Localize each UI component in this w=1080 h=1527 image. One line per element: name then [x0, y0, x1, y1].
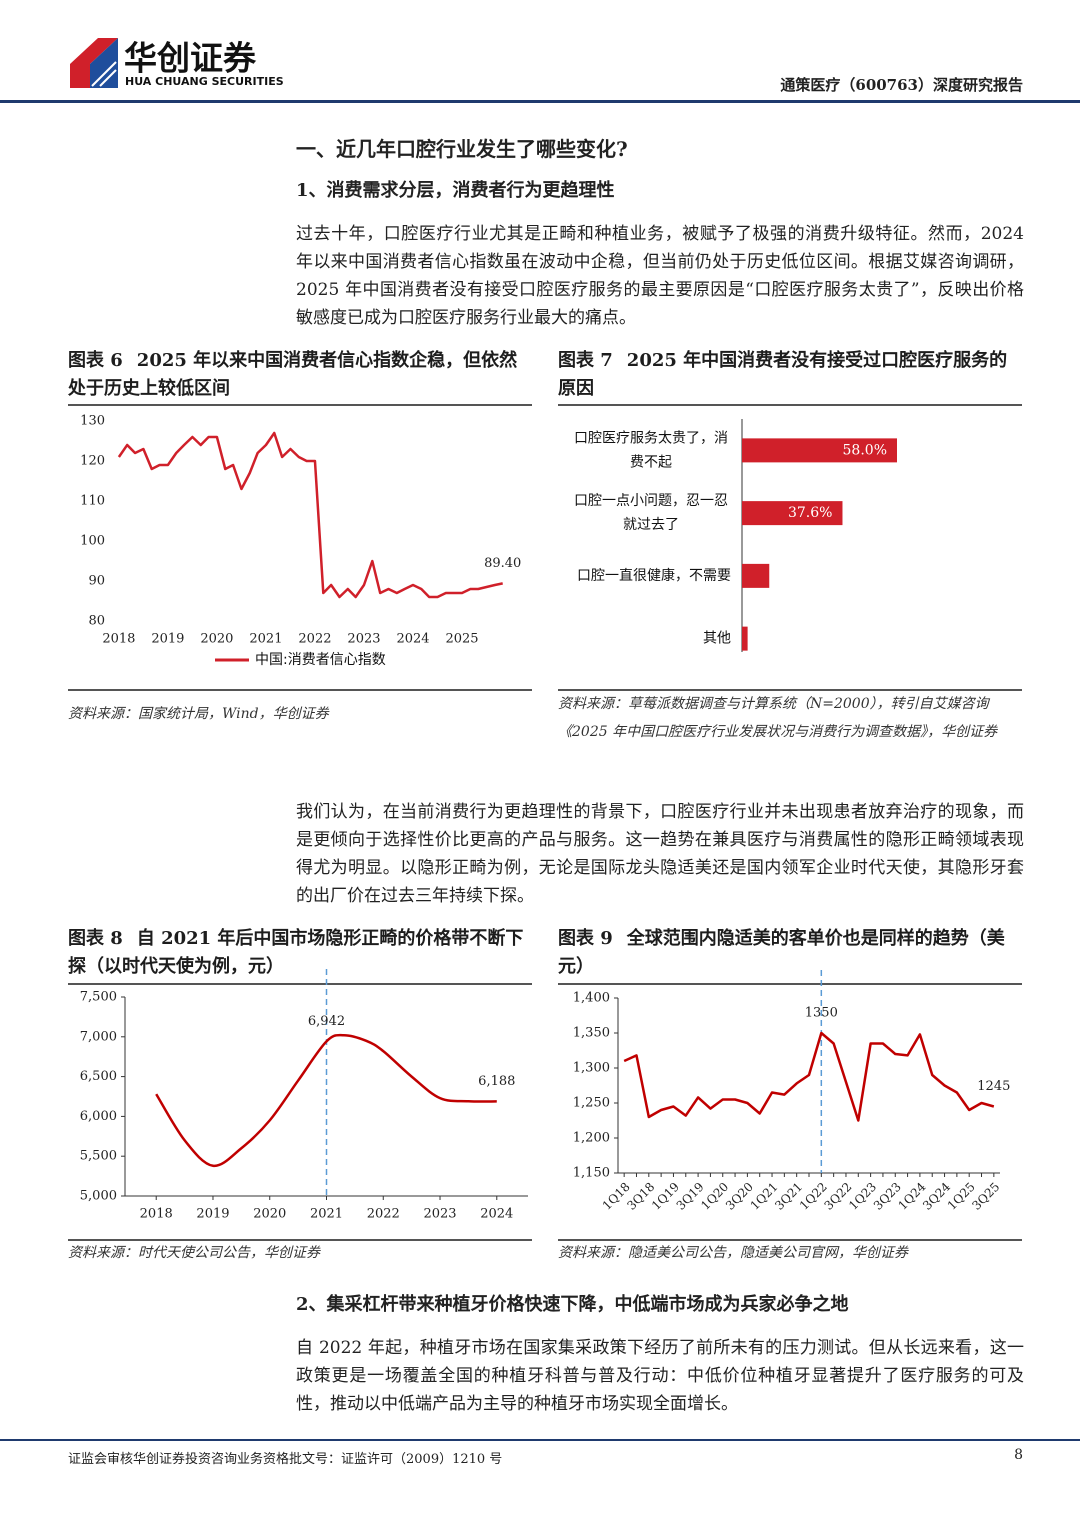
figure-caption: 图表 6 2025 年以来中国消费者信心指数企稳，但依然处于历史上较低区间 — [68, 347, 532, 403]
x-tick-label: 2019 — [196, 1207, 229, 1222]
figure-source: 资料来源：草莓派数据调查与计算系统（N=2000），转引自艾媒咨询《2025 年… — [558, 696, 998, 740]
data-label: 89.40 — [484, 556, 521, 571]
x-tick-label: 2019 — [151, 632, 184, 647]
y-tick-label: 1,350 — [573, 1026, 610, 1041]
figure-caption: 图表 9 全球范围内隐适美的客单价也是同样的趋势（美元） — [558, 925, 1022, 981]
x-tick-label: 1Q20 — [698, 1180, 731, 1213]
data-line — [117, 431, 503, 599]
y-tick-label: 6,500 — [80, 1069, 117, 1084]
x-tick-label: 2023 — [423, 1207, 456, 1222]
data-label: 1350 — [805, 1006, 838, 1021]
data-line — [155, 1033, 497, 1168]
category-label: 口腔一点小问题，忍一忍就过去了 — [574, 493, 728, 533]
bar — [742, 563, 770, 588]
x-tick-label: 2023 — [347, 632, 380, 647]
data-line — [623, 1031, 995, 1122]
logo-subtitle: HUA CHUANG SECURITIES — [125, 75, 284, 88]
x-tick-label: 2024 — [396, 632, 429, 647]
subsection-title: 2、集采杠杆带来种植牙价格快速下降，中低端市场成为兵家必争之地 — [296, 1294, 849, 1315]
y-tick-label: 130 — [80, 414, 105, 429]
data-label: 6,942 — [308, 1014, 345, 1029]
y-tick-label: 1,250 — [573, 1096, 610, 1111]
y-tick-label: 5,500 — [80, 1149, 117, 1164]
y-tick-label: 1,200 — [573, 1131, 610, 1146]
figure-title: 2025 年以来中国消费者信心指数企稳，但依然处于历史上较低区间 — [68, 350, 518, 399]
y-tick-label: 80 — [88, 614, 105, 629]
x-tick-label: 2022 — [298, 632, 331, 647]
x-tick-label: 2021 — [310, 1207, 343, 1222]
y-tick-label: 6,000 — [80, 1109, 117, 1124]
x-tick-label: 2018 — [140, 1207, 173, 1222]
y-tick-label: 110 — [80, 494, 105, 509]
x-tick-label: 1Q23 — [846, 1180, 879, 1213]
legend-label: 中国:消费者信心指数 — [255, 652, 386, 668]
y-tick-label: 7,500 — [80, 990, 117, 1005]
y-tick-label: 100 — [80, 534, 105, 549]
bar — [742, 626, 748, 651]
x-tick-label: 2020 — [253, 1207, 286, 1222]
x-tick-label: 3Q20 — [723, 1180, 756, 1213]
subsection-title: 1、消费需求分层，消费者行为更趋理性 — [296, 180, 615, 201]
figure-label: 图表 7 — [558, 350, 613, 371]
x-tick-label: 1Q25 — [945, 1180, 978, 1213]
category-label: 其他 — [703, 631, 731, 647]
page-number: 8 — [1014, 1447, 1023, 1463]
figure-caption: 图表 7 2025 年中国消费者没有接受过口腔医疗服务的原因 — [558, 347, 1022, 403]
figure-label: 图表 6 — [68, 350, 123, 371]
x-tick-label: 1Q21 — [748, 1180, 781, 1213]
figure-source: 资料来源：国家统计局，Wind，华创证券 — [68, 706, 329, 722]
y-tick-label: 7,000 — [80, 1029, 117, 1044]
paragraph: 我们认为，在当前消费行为更趋理性的背景下，口腔医疗行业并未出现患者放弃治疗的现象… — [296, 802, 1024, 906]
x-tick-label: 2022 — [367, 1207, 400, 1222]
y-tick-label: 1,400 — [573, 991, 610, 1006]
x-tick-label: 3Q25 — [969, 1180, 1002, 1213]
x-tick-label: 2020 — [200, 632, 233, 647]
logo: 华创证券 HUA CHUANG SECURITIES — [70, 38, 284, 88]
y-tick-label: 5,000 — [80, 1189, 117, 1204]
report-title: 通策医疗（600763）深度研究报告 — [780, 76, 1023, 94]
bar — [742, 501, 843, 526]
rules — [68, 404, 1022, 1241]
x-tick-label: 1Q18 — [600, 1180, 633, 1213]
figure-label: 图表 8 — [68, 928, 123, 949]
data-label: 58.0% — [843, 442, 887, 458]
y-tick-label: 120 — [80, 454, 105, 469]
y-tick-label: 1,300 — [573, 1061, 610, 1076]
x-tick-label: 3Q18 — [624, 1180, 657, 1213]
category-label: 口腔一直很健康，不需要 — [577, 567, 731, 584]
data-label: 37.6% — [788, 505, 832, 521]
category-label: 口腔医疗服务太贵了，消费不起 — [574, 430, 728, 470]
x-tick-label: 3Q23 — [871, 1180, 904, 1213]
data-label: 1245 — [977, 1079, 1010, 1094]
paragraph: 过去十年，口腔医疗行业尤其是正畸和种植业务，被赋予了极强的消费升级特征。然而，2… — [296, 224, 1024, 328]
x-tick-label: 2024 — [480, 1207, 513, 1222]
x-tick-label: 3Q21 — [772, 1180, 805, 1213]
x-tick-label: 2021 — [249, 632, 282, 647]
figure-title: 自 2021 年后中国市场隐形正畸的价格带不断下探（以时代天使为例，元） — [68, 928, 524, 977]
logo-name: 华创证券 — [124, 39, 257, 78]
figure-title: 全球范围内隐适美的客单价也是同样的趋势（美元） — [558, 928, 1005, 977]
figure-label: 图表 9 — [558, 928, 613, 949]
figure-title: 2025 年中国消费者没有接受过口腔医疗服务的原因 — [558, 350, 1008, 399]
x-tick-label: 2018 — [102, 632, 135, 647]
data-label: 6,188 — [478, 1074, 515, 1089]
x-tick-label: 2025 — [445, 632, 478, 647]
header-rule — [0, 100, 1080, 103]
section-title: 一、近几年口腔行业发生了哪些变化? — [296, 137, 628, 161]
footer-rule — [0, 1439, 1080, 1441]
figure-source: 资料来源：时代天使公司公告，华创证券 — [68, 1245, 320, 1261]
x-tick-label: 3Q22 — [822, 1180, 855, 1213]
paragraph: 自 2022 年起，种植牙市场在国家集采政策下经历了前所未有的压力测试。但从长远… — [296, 1338, 1024, 1414]
x-tick-label: 1Q22 — [797, 1180, 830, 1213]
figure-source: 资料来源：隐适美公司公告，隐适美公司官网，华创证券 — [558, 1245, 908, 1261]
y-tick-label: 90 — [88, 574, 105, 589]
y-tick-label: 1,150 — [573, 1166, 610, 1181]
bar — [742, 438, 897, 463]
x-tick-label: 3Q19 — [674, 1180, 707, 1213]
footer-disclaimer: 证监会审核华创证券投资咨询业务资格批文号：证监许可（2009）1210 号 — [68, 1452, 503, 1467]
x-tick-label: 1Q19 — [649, 1180, 682, 1213]
